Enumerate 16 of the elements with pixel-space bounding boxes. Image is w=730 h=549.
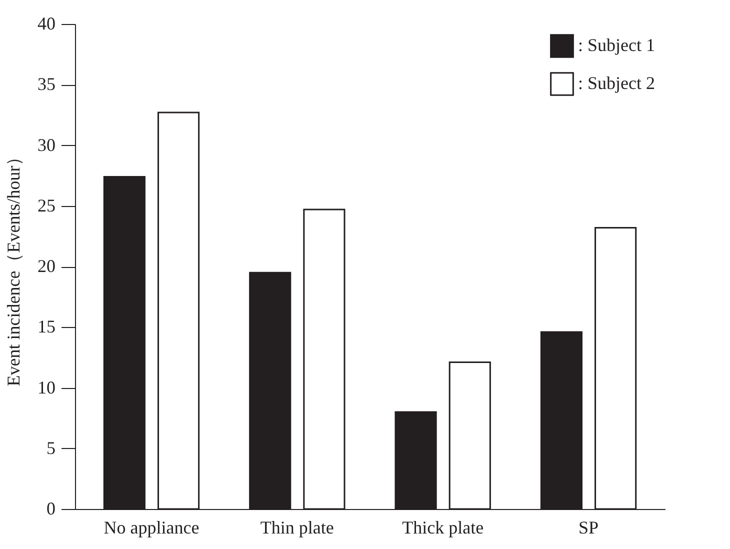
- y-tick-label: 0: [46, 498, 56, 518]
- x-tick-label: Thick plate: [402, 518, 484, 538]
- y-tick-label: 25: [38, 195, 56, 216]
- x-tick-label: Thin plate: [260, 518, 334, 538]
- legend-label: : Subject 1: [578, 35, 655, 55]
- y-tick-label: 20: [38, 256, 56, 276]
- y-tick-label: 5: [46, 438, 56, 458]
- y-tick-label: 15: [38, 316, 56, 337]
- legend-label: : Subject 2: [578, 73, 655, 93]
- x-tick-label: SP: [578, 518, 599, 538]
- y-axis-title: Event incidence（Events/hour）: [4, 148, 24, 386]
- y-tick-label: 10: [38, 377, 56, 398]
- y-tick-label: 35: [38, 74, 56, 94]
- y-tick-label: 30: [38, 134, 56, 155]
- x-tick-label: No appliance: [104, 518, 200, 538]
- y-tick-label: 40: [38, 14, 56, 34]
